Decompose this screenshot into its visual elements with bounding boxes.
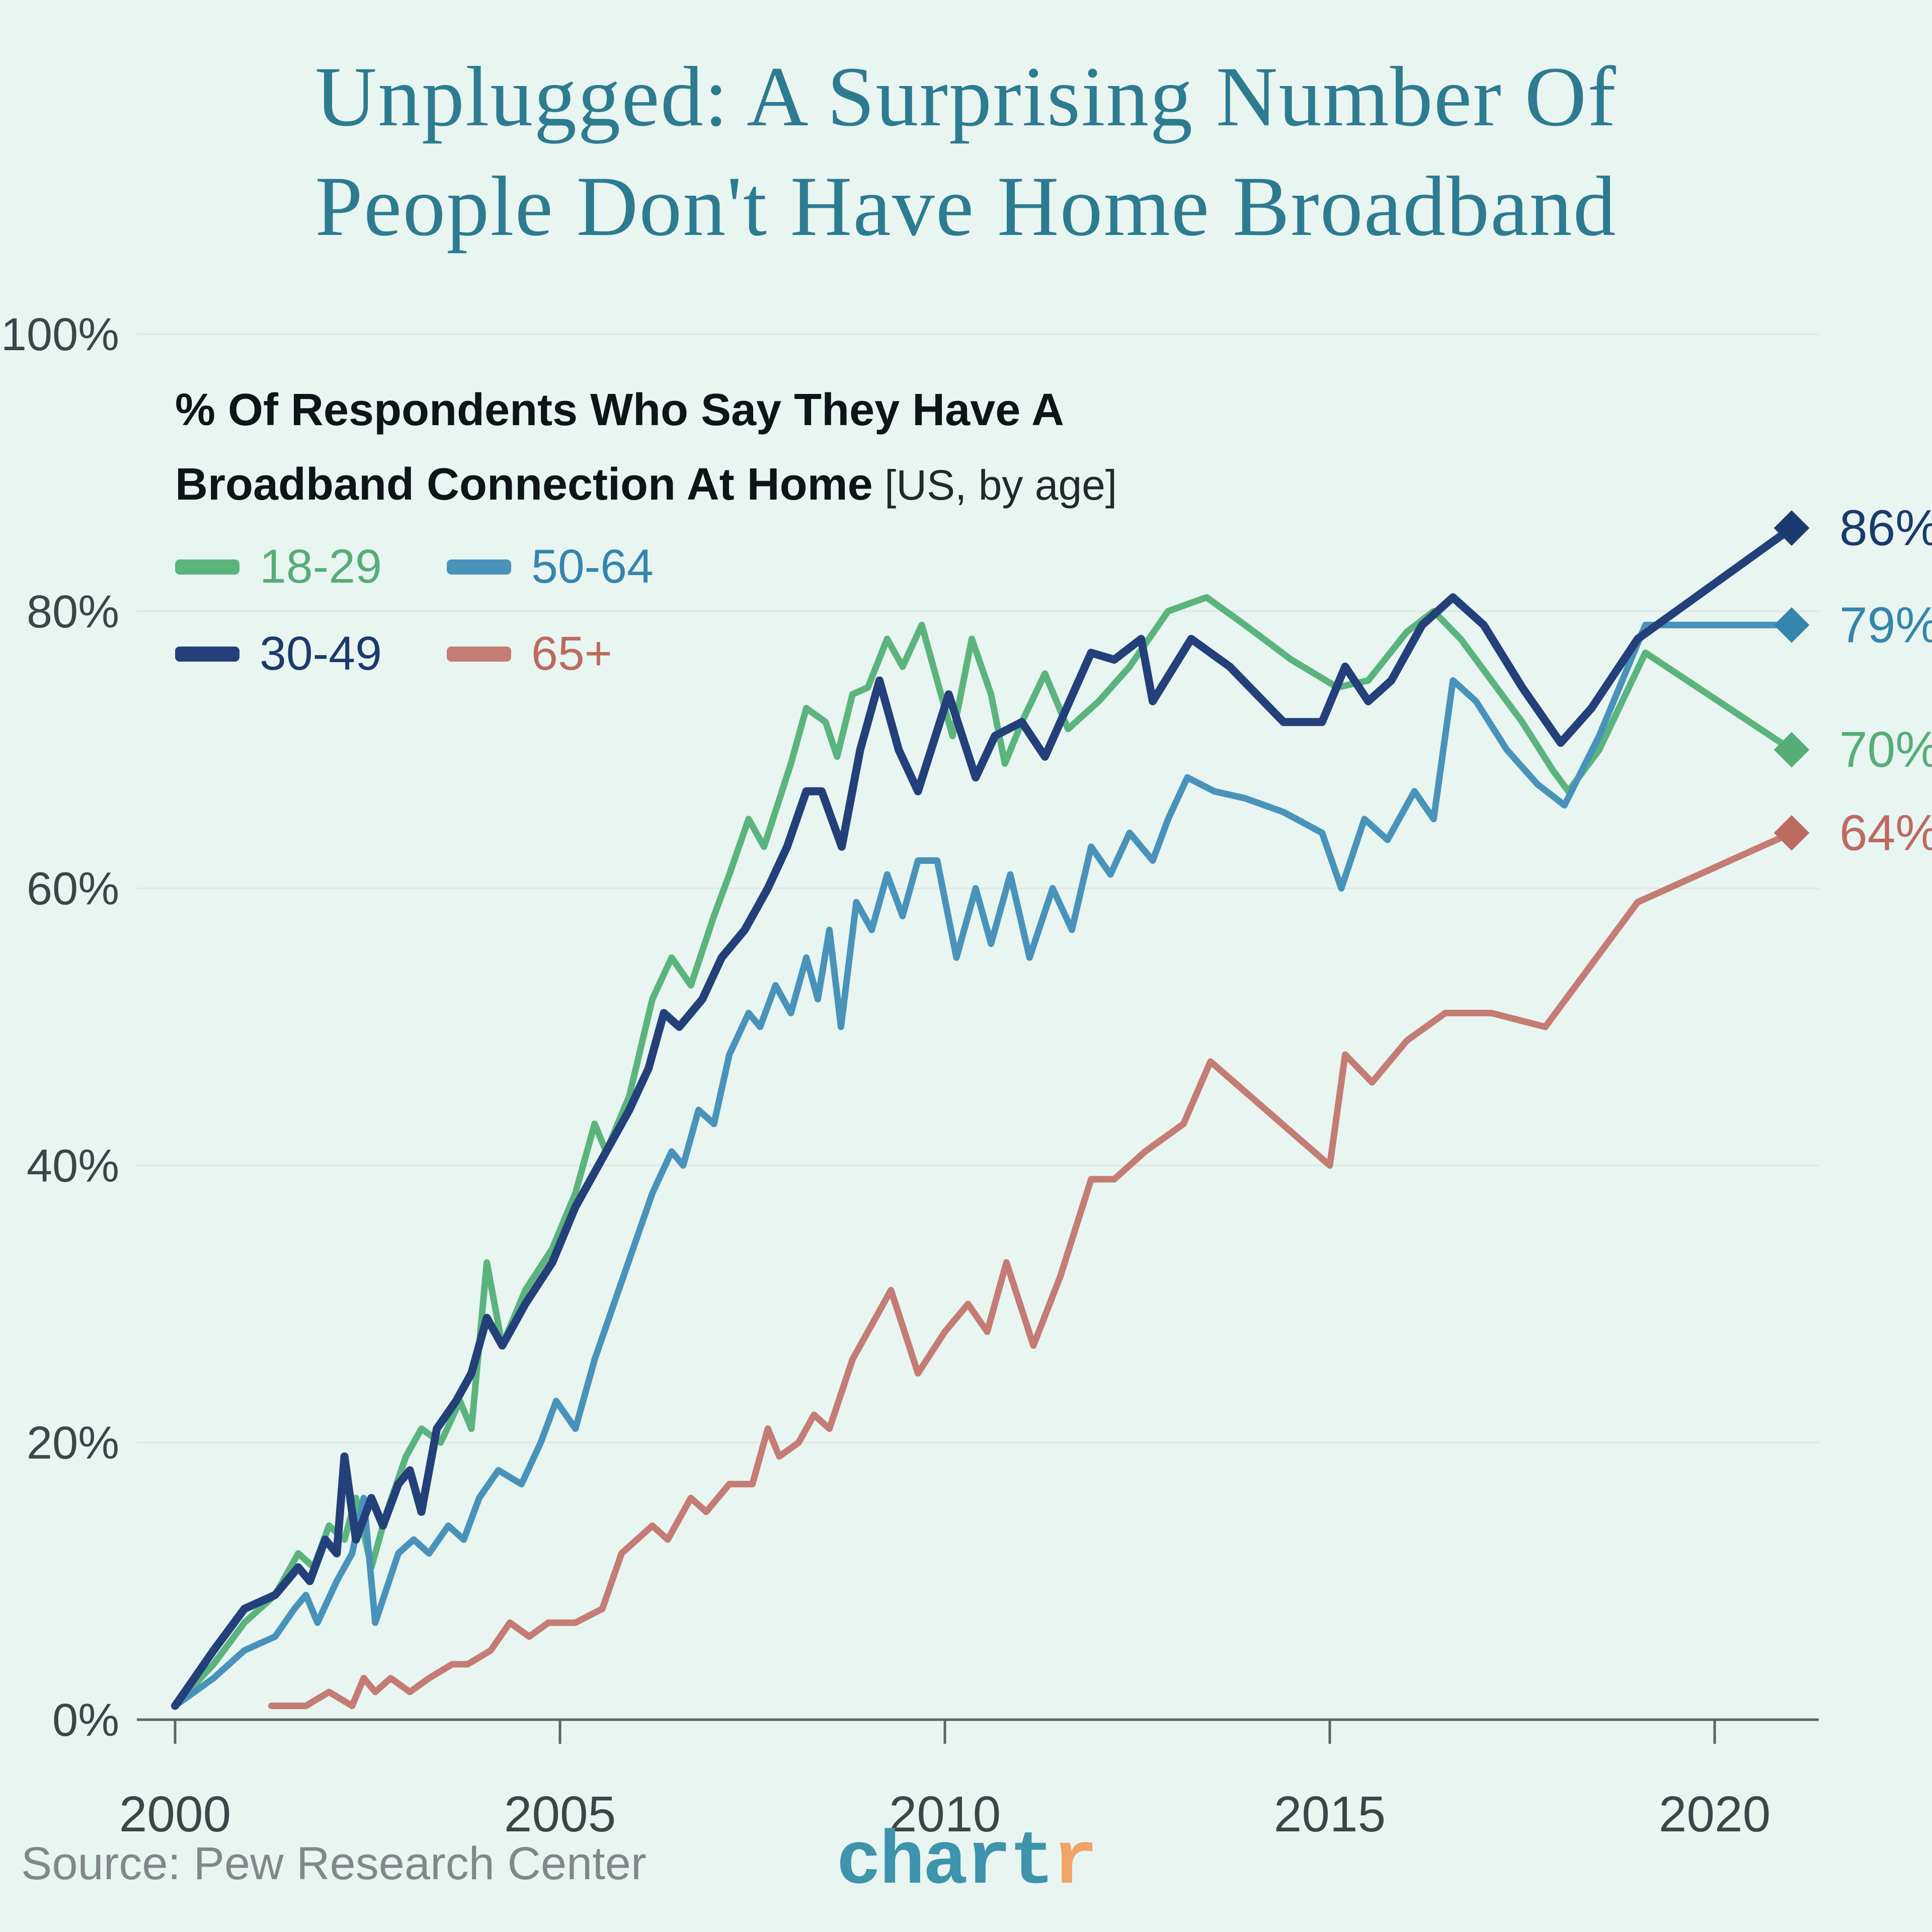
end-marker-50-64 bbox=[1774, 607, 1810, 643]
chartr-logo-r: r bbox=[1053, 1820, 1098, 1906]
legend-item-18-29: 18-29 bbox=[175, 539, 447, 594]
chart-subtitle-line1: % Of Respondents Who Say They Have A bbox=[175, 385, 1064, 435]
end-marker-30-49 bbox=[1774, 510, 1810, 546]
chart-subtitle: % Of Respondents Who Say They Have A Bro… bbox=[175, 373, 1117, 522]
legend-swatch-30-49 bbox=[175, 646, 239, 662]
legend: 18-29 50-64 30-49 65+ bbox=[175, 539, 654, 681]
legend-item-50-64: 50-64 bbox=[447, 539, 654, 594]
x-tick-label-2010: 2010 bbox=[889, 1786, 1001, 1842]
series-line-50-64 bbox=[172, 621, 1795, 1709]
legend-item-30-49: 30-49 bbox=[175, 626, 447, 681]
chart-subtitle-line2-note: [US, by age] bbox=[872, 461, 1117, 509]
x-tick-label-2000: 2000 bbox=[119, 1786, 231, 1842]
y-tick-label-40: 40% bbox=[27, 1140, 119, 1191]
x-tick-label-2005: 2005 bbox=[504, 1786, 616, 1842]
y-tick-label-100: 100% bbox=[1, 309, 119, 360]
end-label-30-49: 86% bbox=[1839, 500, 1932, 556]
legend-label-65plus: 65+ bbox=[531, 627, 613, 680]
chart-title: Unplugged: A Surprising Number Of People… bbox=[0, 42, 1932, 261]
end-marker-18-29 bbox=[1774, 732, 1810, 768]
chartr-logo: chartr bbox=[0, 1820, 1932, 1906]
y-tick-label-60: 60% bbox=[27, 863, 119, 915]
chart-subtitle-line2-main: Broadband Connection At Home bbox=[175, 459, 873, 510]
y-tick-label-80: 80% bbox=[27, 586, 119, 637]
series-line-30-49 bbox=[171, 524, 1796, 1710]
series-line-18-29 bbox=[172, 594, 1795, 1709]
x-tick-label-2020: 2020 bbox=[1659, 1786, 1770, 1842]
chartr-logo-main: chart bbox=[836, 1820, 1055, 1906]
legend-item-65plus: 65+ bbox=[447, 626, 654, 681]
legend-swatch-18-29 bbox=[175, 559, 239, 575]
chart-title-line1: Unplugged: A Surprising Number Of bbox=[315, 49, 1617, 144]
y-tick-label-20: 20% bbox=[27, 1417, 119, 1469]
legend-label-50-64: 50-64 bbox=[531, 540, 654, 593]
legend-label-18-29: 18-29 bbox=[260, 540, 382, 593]
y-tick-label-0: 0% bbox=[52, 1695, 119, 1746]
end-label-65+: 64% bbox=[1839, 804, 1932, 861]
chart-title-line2: People Don't Have Home Broadband bbox=[315, 158, 1617, 254]
source-credit: Source: Pew Research Center bbox=[21, 1838, 647, 1889]
end-label-50-64: 79% bbox=[1839, 597, 1932, 653]
series-line-65+ bbox=[268, 829, 1795, 1709]
x-tick-label-2015: 2015 bbox=[1274, 1786, 1386, 1842]
legend-swatch-65plus bbox=[447, 646, 511, 662]
legend-swatch-50-64 bbox=[447, 559, 511, 575]
end-marker-65+ bbox=[1774, 815, 1810, 851]
legend-label-30-49: 30-49 bbox=[260, 627, 382, 680]
chart-subtitle-line2: Broadband Connection At Home [US, by age… bbox=[175, 448, 1117, 522]
end-label-18-29: 70% bbox=[1839, 721, 1932, 778]
